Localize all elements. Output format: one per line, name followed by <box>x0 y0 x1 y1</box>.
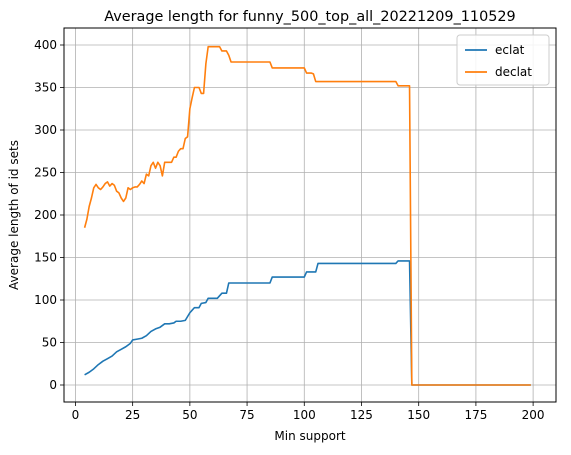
y-tick-label: 50 <box>42 336 57 350</box>
x-tick-label: 150 <box>407 408 430 422</box>
y-axis-label: Average length of id sets <box>7 140 21 290</box>
y-tick-label: 350 <box>34 81 57 95</box>
grid <box>64 28 556 402</box>
x-tick-label: 50 <box>182 408 197 422</box>
y-tick-label: 250 <box>34 166 57 180</box>
x-tick-label: 25 <box>125 408 140 422</box>
y-tick-label: 150 <box>34 251 57 265</box>
y-tick-label: 300 <box>34 123 57 137</box>
y-tick-label: 100 <box>34 293 57 307</box>
x-tick-label: 0 <box>72 408 80 422</box>
y-tick-label: 400 <box>34 38 57 52</box>
legend: eclat declat <box>456 34 550 86</box>
series-lines <box>83 45 531 386</box>
x-tick-label: 100 <box>293 408 316 422</box>
x-tick-label: 200 <box>522 408 545 422</box>
legend-label-eclat: eclat <box>495 43 525 57</box>
series-line-declat <box>83 45 531 386</box>
x-axis-label: Min support <box>274 429 345 443</box>
series-line-eclat <box>84 260 531 386</box>
x-axis-ticks: 0 25 50 75 100 125 150 175 200 <box>72 402 545 422</box>
x-tick-label: 75 <box>239 408 254 422</box>
y-tick-label: 200 <box>34 208 57 222</box>
x-tick-label: 175 <box>464 408 487 422</box>
chart-title: Average length for funny_500_top_all_202… <box>104 9 515 25</box>
x-tick-label: 125 <box>350 408 373 422</box>
y-tick-label: 0 <box>49 378 57 392</box>
y-axis-ticks: 0 50 100 150 200 250 300 350 400 <box>34 38 64 392</box>
legend-label-declat: declat <box>495 65 532 79</box>
